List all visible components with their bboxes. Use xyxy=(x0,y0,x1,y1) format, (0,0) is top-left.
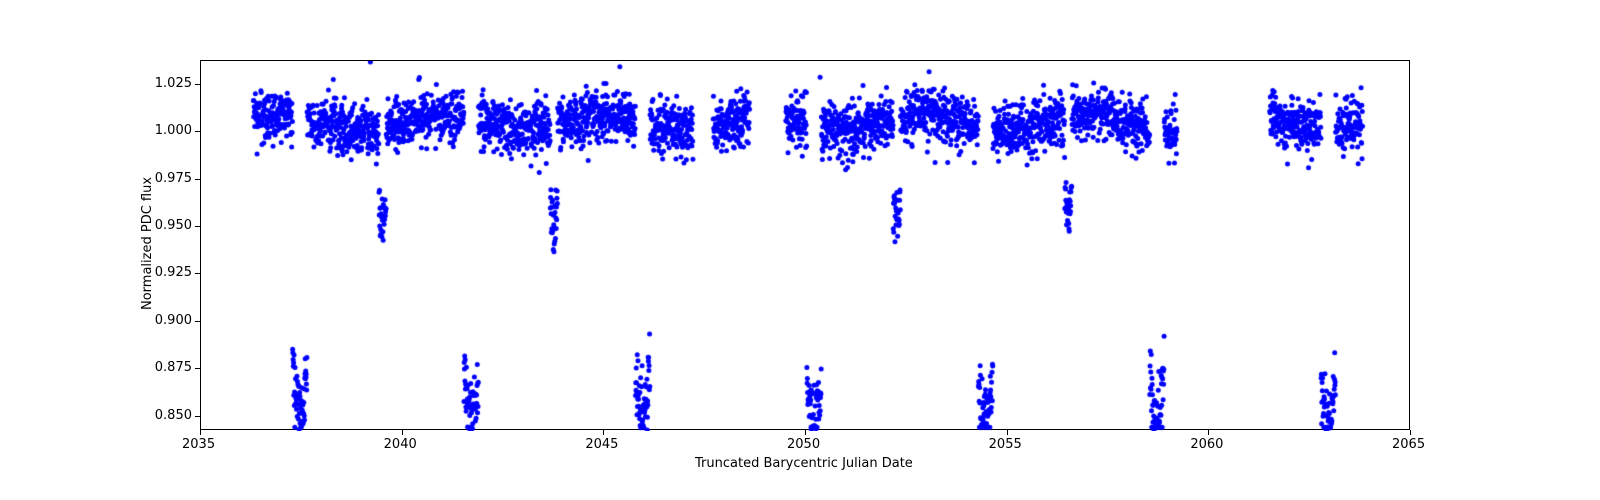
y-tick-label: 1.025 xyxy=(155,76,192,91)
y-tick-mark xyxy=(195,226,200,227)
y-tick-label: 0.875 xyxy=(155,360,192,375)
x-tick-label: 2045 xyxy=(585,437,618,452)
plot-area xyxy=(200,60,1410,430)
x-tick-mark xyxy=(603,430,604,435)
y-tick-mark xyxy=(195,273,200,274)
x-tick-label: 2060 xyxy=(1190,437,1223,452)
x-tick-mark xyxy=(1208,430,1209,435)
y-tick-mark xyxy=(195,321,200,322)
x-tick-label: 2040 xyxy=(384,437,417,452)
x-tick-label: 2065 xyxy=(1392,437,1425,452)
x-axis-label: Truncated Barycentric Julian Date xyxy=(695,456,913,471)
figure: Truncated Barycentric Julian Date Normal… xyxy=(0,0,1600,500)
x-tick-mark xyxy=(805,430,806,435)
y-tick-label: 0.950 xyxy=(155,218,192,233)
x-tick-mark xyxy=(402,430,403,435)
y-tick-mark xyxy=(195,416,200,417)
y-tick-mark xyxy=(195,84,200,85)
y-tick-label: 0.925 xyxy=(155,265,192,280)
x-tick-label: 2055 xyxy=(989,437,1022,452)
x-tick-mark xyxy=(1007,430,1008,435)
x-tick-label: 2035 xyxy=(182,437,215,452)
x-tick-mark xyxy=(200,430,201,435)
y-axis-label: Normalized PDC flux xyxy=(140,177,155,310)
y-tick-label: 0.850 xyxy=(155,408,192,423)
y-tick-mark xyxy=(195,179,200,180)
x-tick-mark xyxy=(1410,430,1411,435)
y-tick-mark xyxy=(195,368,200,369)
y-tick-label: 0.900 xyxy=(155,313,192,328)
scatter-points xyxy=(201,61,1411,431)
x-tick-label: 2050 xyxy=(787,437,820,452)
y-tick-label: 0.975 xyxy=(155,171,192,186)
y-tick-mark xyxy=(195,131,200,132)
y-tick-label: 1.000 xyxy=(155,123,192,138)
